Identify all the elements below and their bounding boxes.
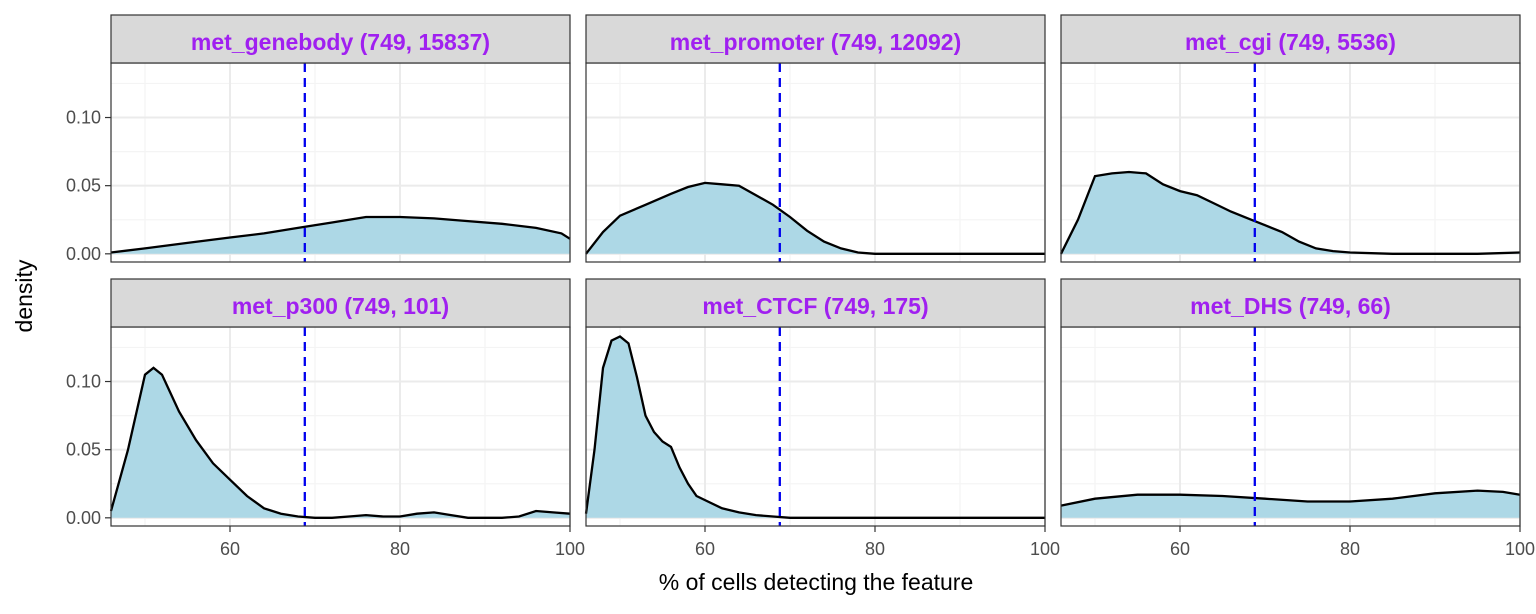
density-area	[586, 336, 1045, 518]
facet-title: met_promoter (749, 12092)	[670, 29, 961, 55]
facet-title: met_cgi (749, 5536)	[1185, 29, 1396, 55]
x-tick-label: 60	[220, 539, 240, 559]
facet-strip	[110, 278, 571, 328]
facet-panel: met_CTCF (749, 175) 60 80 100	[584, 278, 1060, 559]
facet-panel: met_DHS (749, 66) 60 80 100	[1060, 278, 1535, 559]
facet-panel: met_cgi (749, 5536)	[1059, 14, 1521, 263]
density-line	[109, 366, 571, 519]
y-tick-label: 0.00	[66, 508, 101, 528]
facet-strip	[1060, 14, 1521, 64]
y-tick-label: 0.05	[66, 440, 101, 460]
panels-layer: met_genebody (749, 15837)0.000.050.10met…	[66, 14, 1535, 559]
facet-strip	[585, 14, 1046, 64]
facet-panel: met_p300 (749, 101) 0.00 0.05 0.10 60 80 100	[66, 278, 585, 559]
x-tick-label: 80	[1340, 539, 1360, 559]
facet-panel: met_genebody (749, 15837) 0.00 0.05 0.10	[66, 14, 571, 264]
density-area	[586, 182, 1045, 254]
facet-title: met_CTCF (749, 175)	[702, 293, 928, 319]
facet-title: met_p300 (749, 101)	[232, 293, 449, 319]
x-tick-label: 80	[865, 539, 885, 559]
density-area	[111, 367, 570, 518]
y-tick-label: 0.10	[66, 108, 101, 128]
facet-title: met_genebody (749, 15837)	[191, 29, 490, 55]
x-tick-label: 60	[1170, 539, 1190, 559]
x-tick-label: 80	[390, 539, 410, 559]
density-area	[1061, 172, 1520, 254]
density-area	[111, 217, 570, 254]
density-line	[110, 215, 571, 254]
y-axis-title: density	[11, 259, 37, 332]
facet-strip	[585, 278, 1046, 328]
x-tick-label: 100	[555, 539, 585, 559]
density-line	[584, 335, 1045, 519]
x-tick-label: 100	[1030, 539, 1060, 559]
facet-panel: met_promoter (749, 12092)	[585, 14, 1046, 263]
facet-title: met_DHS (749, 66)	[1190, 293, 1391, 319]
facet-strip	[110, 14, 571, 64]
density-line	[1060, 489, 1521, 507]
density-line	[1059, 170, 1521, 255]
x-tick-label: 100	[1505, 539, 1535, 559]
y-tick-label: 0.10	[66, 372, 101, 392]
y-tick-label: 0.00	[66, 244, 101, 264]
facet-strip	[1060, 278, 1521, 328]
density-line	[585, 181, 1045, 255]
y-tick-label: 0.05	[66, 176, 101, 196]
x-axis-title: % of cells detecting the feature	[659, 569, 974, 595]
x-tick-label: 60	[695, 539, 715, 559]
